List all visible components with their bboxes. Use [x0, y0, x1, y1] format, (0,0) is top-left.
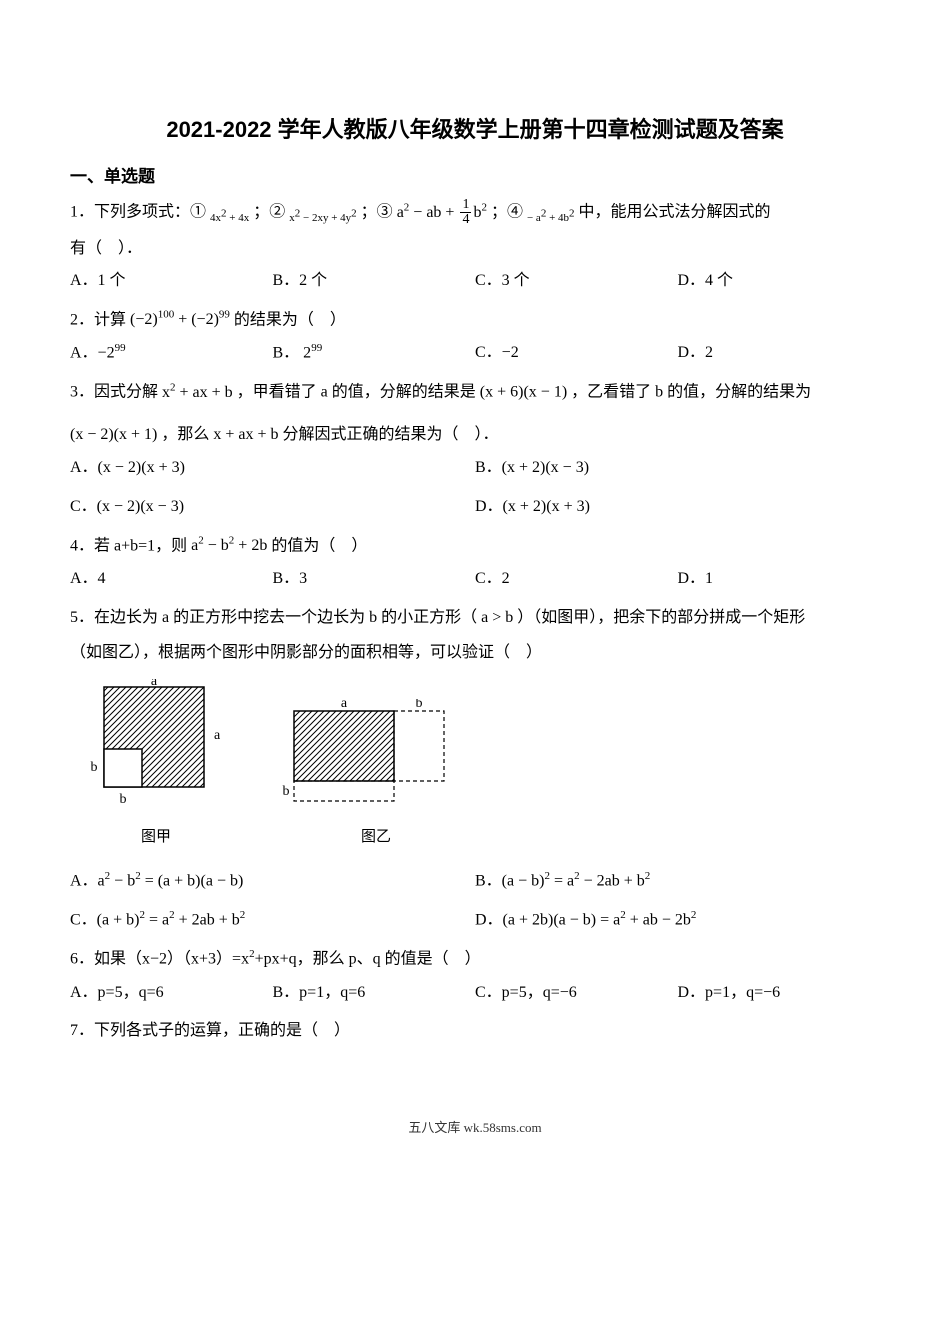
q1-choices: A．1 个 B．2 个 C．3 个 D．4 个 [70, 267, 880, 296]
q5-l1-pre: 5．在边长为 a 的正方形中挖去一个边长为 b 的小正方形（ [70, 609, 477, 626]
label-a-right: a [214, 728, 221, 743]
q4-choice-a: A．4 [70, 565, 273, 594]
q3-l1-expr1: x2 + ax + b [162, 384, 233, 401]
q3-l1-expr2: (x + 6)(x − 1) [480, 384, 567, 401]
q1-sep2: ；③ [361, 204, 393, 221]
q1-stem-pre: 1．下列多项式：① [70, 204, 206, 221]
q5-choice-a: A．a2 − b2 = (a + b)(a − b) [70, 867, 475, 896]
q1-choice-d: D．4 个 [678, 267, 881, 296]
q1-sep1: ；② [253, 204, 285, 221]
q3-choice-d: D．(x + 2)(x + 3) [475, 493, 880, 522]
q3-l2-mid: ，那么 [161, 426, 213, 443]
q6-choice-b: B．p=1，q=6 [273, 979, 476, 1008]
q6-choice-c: C．p=5，q=−6 [475, 979, 678, 1008]
q5-choice-c: C．(a + b)2 = a2 + 2ab + b2 [70, 906, 475, 935]
q4-stem-post: 的值为（ ） [271, 537, 367, 554]
question-2: 2．计算 (−2)100 + (−2)99 的结果为（ ） [70, 306, 880, 335]
q6-choice-d: D．p=1，q=−6 [678, 979, 881, 1008]
q1-sep3: ；④ [491, 204, 523, 221]
q3-choice-c: C．(x − 2)(x − 3) [70, 493, 475, 522]
page-footer: 五八文库 wk.58sms.com [70, 1116, 880, 1139]
q2-choice-b: B． 299 [273, 339, 476, 368]
q4-stem-pre: 4．若 a+b=1，则 [70, 537, 191, 554]
label-b-left2: b [283, 784, 290, 799]
q6-choices: A．p=5，q=6 B．p=1，q=6 C．p=5，q=−6 D．p=1，q=−… [70, 979, 880, 1008]
q5-l1-expr: a > b [481, 609, 513, 626]
question-6: 6．如果（x−2）（x+3）=x2+px+q，那么 p、q 的值是（ ） [70, 945, 880, 974]
q4-expr: a2 − b2 + 2b [191, 537, 267, 554]
q1-choice-c: C．3 个 [475, 267, 678, 296]
q5-figures: a a b b 图甲 a b b 图乙 [86, 679, 880, 851]
label-a-top2: a [341, 699, 348, 711]
section-heading-1: 一、单选题 [70, 162, 880, 193]
q5-choice-b: B．(a − b)2 = a2 − 2ab + b2 [475, 867, 880, 896]
q2-stem-post: 的结果为（ ） [234, 311, 346, 328]
q2-choice-a: A．−299 [70, 339, 273, 368]
q2-choice-c: C．−2 [475, 339, 678, 368]
question-3-line1: 3．因式分解 x2 + ax + b ，甲看错了 a 的值，分解的结果是 (x … [70, 378, 880, 407]
q3-l1-post: ，乙看错了 b 的值，分解的结果为 [571, 384, 811, 401]
q3-l2-expr1: (x − 2)(x + 1) [70, 426, 157, 443]
q3-l1-mid1: ，甲看错了 a 的值，分解的结果是 [237, 384, 476, 401]
q2-stem-pre: 2．计算 [70, 311, 126, 328]
question-1: 1．下列多项式：① 4x2 + 4x ；② x2 − 2xy + 4y2 ；③ … [70, 198, 880, 228]
question-5-line2: （如图乙），根据两个图形中阴影部分的面积相等，可以验证（ ） [70, 639, 880, 668]
question-1-line2: 有（ ）． [70, 235, 880, 264]
page-title: 2021-2022 学年人教版八年级数学上册第十四章检测试题及答案 [70, 110, 880, 150]
q1-stem-post: 中，能用公式法分解因式的 [579, 204, 771, 221]
q6-choice-a: A．p=5，q=6 [70, 979, 273, 1008]
q5-l1-post: ）（如图甲），把余下的部分拼成一个矩形 [517, 609, 805, 626]
q2-expr: (−2)100 + (−2)99 [130, 311, 230, 328]
label-b-left: b [91, 760, 98, 775]
q5-choice-d: D．(a + 2b)(a − b) = a2 + ab − 2b2 [475, 906, 880, 935]
label-a-top: a [151, 679, 158, 689]
q3-l1-pre: 3．因式分解 [70, 384, 162, 401]
question-5-line1: 5．在边长为 a 的正方形中挖去一个边长为 b 的小正方形（ a > b ）（如… [70, 604, 880, 633]
q4-choices: A．4 B．3 C．2 D．1 [70, 565, 880, 594]
q3-choice-b: B．(x + 2)(x − 3) [475, 454, 880, 483]
label-b-top: b [416, 699, 423, 711]
q3-choices: A．(x − 2)(x + 3) B．(x + 2)(x − 3) C．(x −… [70, 454, 880, 522]
q1-expr2: x2 − 2xy + 4y2 [289, 204, 356, 221]
q3-choice-a: A．(x − 2)(x + 3) [70, 454, 475, 483]
label-b-bottom: b [120, 792, 127, 807]
question-3-line2: (x − 2)(x + 1) ，那么 x + ax + b 分解因式正确的结果为… [70, 421, 880, 450]
figure-yi: a b b 图乙 [276, 699, 476, 851]
q3-l2-expr2: x + ax + b [213, 426, 278, 443]
q1-choice-a: A．1 个 [70, 267, 273, 296]
figure-jia: a a b b 图甲 [86, 679, 226, 851]
q4-choice-c: C．2 [475, 565, 678, 594]
q1-expr1: 4x2 + 4x [210, 204, 249, 221]
q1-choice-b: B．2 个 [273, 267, 476, 296]
question-4: 4．若 a+b=1，则 a2 − b2 + 2b 的值为（ ） [70, 532, 880, 561]
q4-choice-b: B．3 [273, 565, 476, 594]
q2-choices: A．−299 B． 299 C．−2 D．2 [70, 339, 880, 368]
question-7: 7．下列各式子的运算，正确的是（ ） [70, 1017, 880, 1046]
figure-yi-caption: 图乙 [276, 824, 476, 851]
figure-jia-caption: 图甲 [86, 824, 226, 851]
q3-l2-post: 分解因式正确的结果为（ ）． [283, 426, 499, 443]
q4-choice-d: D．1 [678, 565, 881, 594]
q2-choice-d: D．2 [678, 339, 881, 368]
q1-expr4: − a2 + 4b2 [527, 204, 575, 221]
q5-choices: A．a2 − b2 = (a + b)(a − b) B．(a − b)2 = … [70, 867, 880, 935]
q1-expr3: a2 − ab + 14b2 [397, 204, 487, 221]
